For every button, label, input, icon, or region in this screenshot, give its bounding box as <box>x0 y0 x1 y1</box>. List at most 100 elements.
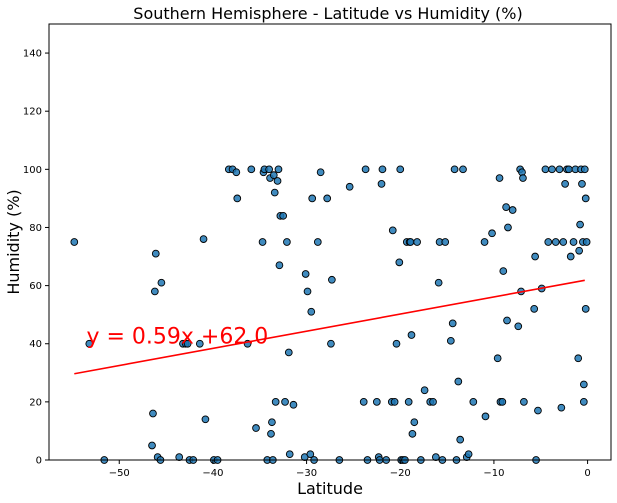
data-point <box>378 165 387 174</box>
y-tick-label: 140 <box>23 49 42 60</box>
data-point <box>575 246 584 255</box>
data-point <box>413 238 421 246</box>
axes-layer: −50 −40 −30 −20 −10 0 0 20 40 60 80 100 120 140 <box>23 49 591 479</box>
data-point <box>252 424 260 432</box>
data-point <box>270 188 279 197</box>
plot-area-frame <box>48 23 612 461</box>
data-point <box>395 258 404 267</box>
data-point <box>448 319 457 328</box>
data-point <box>548 165 556 174</box>
data-point <box>323 194 332 203</box>
data-point <box>359 398 368 406</box>
data-point <box>504 223 512 232</box>
data-point <box>519 174 527 182</box>
data-point <box>279 211 288 220</box>
x-tick-label: 0 <box>584 468 590 479</box>
data-point <box>544 238 553 246</box>
data-point <box>410 418 419 427</box>
data-point <box>175 453 184 461</box>
data-point <box>284 348 293 357</box>
data-point <box>148 441 156 450</box>
data-point <box>450 165 459 174</box>
data-point <box>273 177 282 185</box>
data-point <box>551 238 560 246</box>
chart-title: Southern Hemisphere - Latitude vs Humidi… <box>133 4 522 23</box>
data-point <box>488 229 496 238</box>
data-point <box>289 400 298 409</box>
data-point <box>493 354 502 363</box>
data-point <box>406 238 415 246</box>
data-point <box>464 450 473 459</box>
data-point <box>285 450 294 459</box>
data-point <box>459 165 467 174</box>
data-point <box>396 165 405 174</box>
data-point <box>183 339 192 348</box>
data-point <box>303 287 312 296</box>
y-axis-label: Humidity (%) <box>4 189 23 294</box>
data-point <box>388 226 397 235</box>
data-point <box>581 194 590 203</box>
data-point <box>267 429 275 438</box>
data-point <box>508 206 517 214</box>
data-point <box>407 331 416 339</box>
data-point <box>281 398 289 406</box>
data-point <box>271 398 280 406</box>
data-point <box>345 182 354 191</box>
data-point <box>569 238 578 246</box>
data-point <box>85 339 94 348</box>
y-tick-label: 60 <box>29 281 42 292</box>
y-tick-label: 0 <box>36 456 42 467</box>
data-point <box>441 238 450 246</box>
data-point <box>576 220 584 229</box>
data-point <box>232 168 241 177</box>
data-point <box>531 252 539 261</box>
x-tick-label: −40 <box>202 468 223 479</box>
data-point <box>578 180 586 188</box>
data-point <box>392 339 401 348</box>
data-point <box>454 377 463 386</box>
regression-layer: y = 0.59x +62.0 <box>74 279 585 375</box>
data-point <box>564 165 573 174</box>
regression-equation: y = 0.59x +62.0 <box>86 325 268 350</box>
data-point <box>557 403 566 412</box>
data-point <box>561 180 569 188</box>
data-point <box>446 336 455 345</box>
data-point <box>301 270 310 278</box>
data-point <box>429 398 437 406</box>
data-point <box>499 267 508 275</box>
data-point <box>456 435 465 444</box>
data-point <box>283 238 291 246</box>
y-tick-label: 40 <box>29 339 42 350</box>
data-point <box>308 194 317 203</box>
data-point <box>149 409 157 418</box>
data-point <box>495 174 504 182</box>
data-point <box>582 238 591 246</box>
data-point <box>151 249 160 258</box>
x-tick-label: −10 <box>483 468 504 479</box>
data-point <box>514 322 523 331</box>
data-point <box>195 339 204 348</box>
data-point <box>70 238 79 246</box>
y-tick-label: 20 <box>29 397 42 408</box>
data-point <box>313 238 322 246</box>
data-point <box>431 453 440 461</box>
data-point <box>555 165 564 174</box>
data-point <box>559 238 568 246</box>
data-point <box>534 406 542 415</box>
data-point <box>580 165 589 174</box>
data-point <box>481 412 490 421</box>
data-point <box>307 307 316 316</box>
data-point <box>372 398 381 406</box>
data-point <box>434 278 443 287</box>
data-point <box>377 180 386 188</box>
data-point <box>265 165 273 174</box>
data-point <box>541 165 550 174</box>
data-point <box>306 450 315 459</box>
data-point <box>581 305 590 313</box>
data-point <box>274 165 283 174</box>
data-point <box>404 398 413 406</box>
data-point <box>503 316 511 325</box>
data-point <box>480 238 489 246</box>
